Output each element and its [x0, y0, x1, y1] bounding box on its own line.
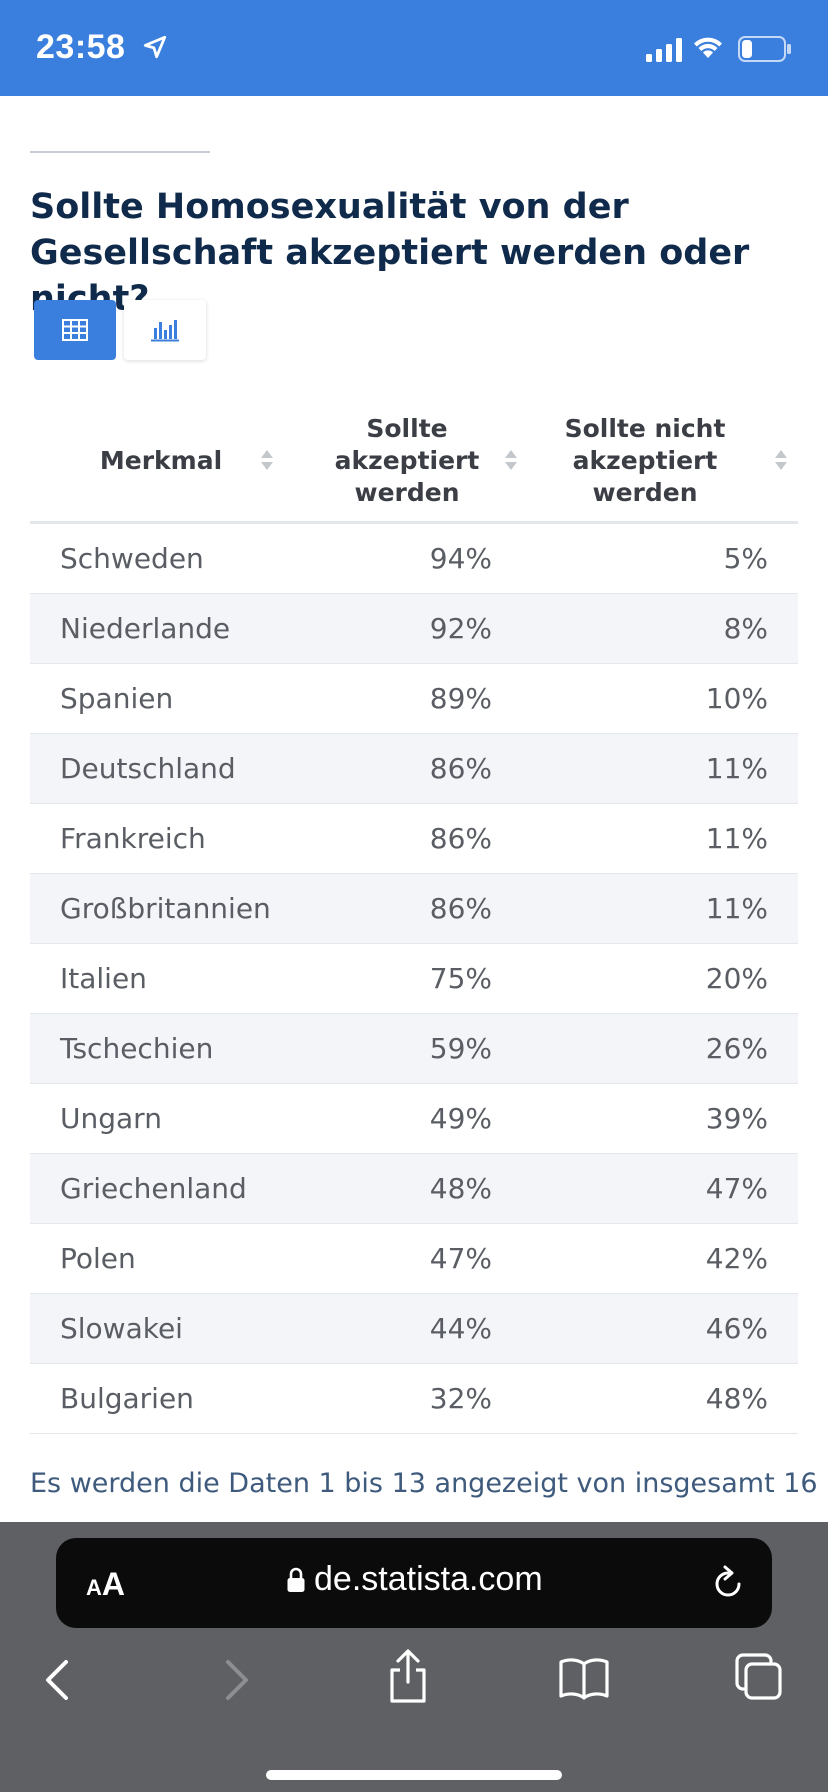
row-label: Italien: [60, 962, 147, 995]
value-nicht-akzeptiert: 39%: [705, 1102, 768, 1135]
row-label: Polen: [60, 1242, 136, 1275]
forward-icon[interactable]: [222, 1658, 252, 1702]
pagination-info: Es werden die Daten 1 bis 13 angezeigt v…: [30, 1468, 818, 1499]
value-nicht-akzeptiert: 26%: [705, 1032, 768, 1065]
chart-view-button[interactable]: [124, 300, 206, 360]
table-row: Deutschland 86% 11%: [30, 734, 798, 804]
value-akzeptiert: 75%: [429, 962, 492, 995]
header-label: Sollte nicht akzeptiert werden: [564, 414, 726, 507]
row-label: Griechenland: [60, 1172, 247, 1205]
bar-chart-icon: [151, 320, 179, 342]
table-row: Bulgarien 32% 48%: [30, 1364, 798, 1434]
header-nicht-akzeptiert[interactable]: Sollte nicht akzeptiert werden: [522, 398, 798, 524]
table-view-icon: [62, 319, 88, 341]
value-akzeptiert: 49%: [429, 1102, 492, 1135]
table-body: Schweden 94% 5% Niederlande 92% 8% Spanien 89% 1…: [30, 524, 798, 1434]
table-row: Tschechien 59% 26%: [30, 1014, 798, 1084]
value-akzeptiert: 59%: [429, 1032, 492, 1065]
status-bar: 23:58: [0, 0, 828, 96]
table-row: Großbritannien 86% 11%: [30, 874, 798, 944]
value-nicht-akzeptiert: 5%: [723, 542, 768, 575]
aa-large: A: [101, 1566, 125, 1602]
value-nicht-akzeptiert: 48%: [705, 1382, 768, 1415]
sort-icon: [505, 450, 517, 470]
status-time: 23:58: [36, 28, 167, 67]
value-nicht-akzeptiert: 11%: [705, 752, 768, 785]
row-label: Tschechien: [60, 1032, 214, 1065]
reload-icon[interactable]: [710, 1564, 746, 1602]
tabs-icon[interactable]: [734, 1652, 784, 1702]
lock-icon: [287, 1567, 305, 1592]
table-row: Italien 75% 20%: [30, 944, 798, 1014]
header-label: Sollte akzeptiert werden: [334, 414, 480, 507]
value-nicht-akzeptiert: 47%: [705, 1172, 768, 1205]
table-row: Slowakei 44% 46%: [30, 1294, 798, 1364]
url-text: de.statista.com: [314, 1560, 543, 1598]
row-label: Frankreich: [60, 822, 206, 855]
table-row: Polen 47% 42%: [30, 1224, 798, 1294]
table-row: Griechenland 48% 47%: [30, 1154, 798, 1224]
table-row: Ungarn 49% 39%: [30, 1084, 798, 1154]
value-akzeptiert: 86%: [429, 892, 492, 925]
value-nicht-akzeptiert: 42%: [705, 1242, 768, 1275]
home-indicator: [266, 1770, 562, 1780]
table-row: Niederlande 92% 8%: [30, 594, 798, 664]
browser-toolbar: AA de.statista.com: [0, 1522, 828, 1792]
sort-icon: [775, 450, 787, 470]
value-akzeptiert: 92%: [429, 612, 492, 645]
share-icon[interactable]: [386, 1648, 430, 1704]
value-akzeptiert: 86%: [429, 752, 492, 785]
table-view-button[interactable]: [34, 300, 116, 360]
value-nicht-akzeptiert: 11%: [705, 822, 768, 855]
row-label: Slowakei: [60, 1312, 183, 1345]
row-label: Deutschland: [60, 752, 236, 785]
table-header: Merkmal Sollte akzeptiert werden Sollte …: [30, 398, 798, 524]
divider: [30, 151, 210, 153]
table-row: Frankreich 86% 11%: [30, 804, 798, 874]
value-akzeptiert: 89%: [429, 682, 492, 715]
table-row: Spanien 89% 10%: [30, 664, 798, 734]
row-label: Großbritannien: [60, 892, 271, 925]
header-merkmal[interactable]: Merkmal: [30, 398, 292, 524]
reader-settings-button[interactable]: AA: [86, 1566, 125, 1603]
row-label: Spanien: [60, 682, 174, 715]
header-label: Merkmal: [99, 446, 223, 475]
signal-icon: [646, 38, 682, 62]
value-akzeptiert: 47%: [429, 1242, 492, 1275]
table-row: Schweden 94% 5%: [30, 524, 798, 594]
value-nicht-akzeptiert: 8%: [723, 612, 768, 645]
bookmarks-icon[interactable]: [558, 1656, 610, 1700]
data-table: Merkmal Sollte akzeptiert werden Sollte …: [30, 398, 798, 1434]
url-display[interactable]: de.statista.com: [286, 1560, 543, 1599]
value-akzeptiert: 86%: [429, 822, 492, 855]
value-nicht-akzeptiert: 46%: [705, 1312, 768, 1345]
back-icon[interactable]: [42, 1658, 72, 1702]
value-akzeptiert: 32%: [429, 1382, 492, 1415]
value-nicht-akzeptiert: 10%: [705, 682, 768, 715]
value-nicht-akzeptiert: 20%: [705, 962, 768, 995]
status-time-text: 23:58: [36, 28, 126, 66]
sort-icon: [261, 450, 273, 470]
value-akzeptiert: 44%: [429, 1312, 492, 1345]
row-label: Schweden: [60, 542, 204, 575]
row-label: Bulgarien: [60, 1382, 194, 1415]
wifi-icon: [694, 37, 722, 58]
address-bar[interactable]: AA de.statista.com: [56, 1538, 772, 1628]
value-nicht-akzeptiert: 11%: [705, 892, 768, 925]
location-arrow-icon: [143, 35, 167, 59]
value-akzeptiert: 94%: [429, 542, 492, 575]
aa-small: A: [86, 1575, 102, 1600]
row-label: Ungarn: [60, 1102, 162, 1135]
row-label: Niederlande: [60, 612, 231, 645]
header-akzeptiert[interactable]: Sollte akzeptiert werden: [292, 398, 522, 524]
battery-icon: [738, 36, 791, 62]
value-akzeptiert: 48%: [429, 1172, 492, 1205]
